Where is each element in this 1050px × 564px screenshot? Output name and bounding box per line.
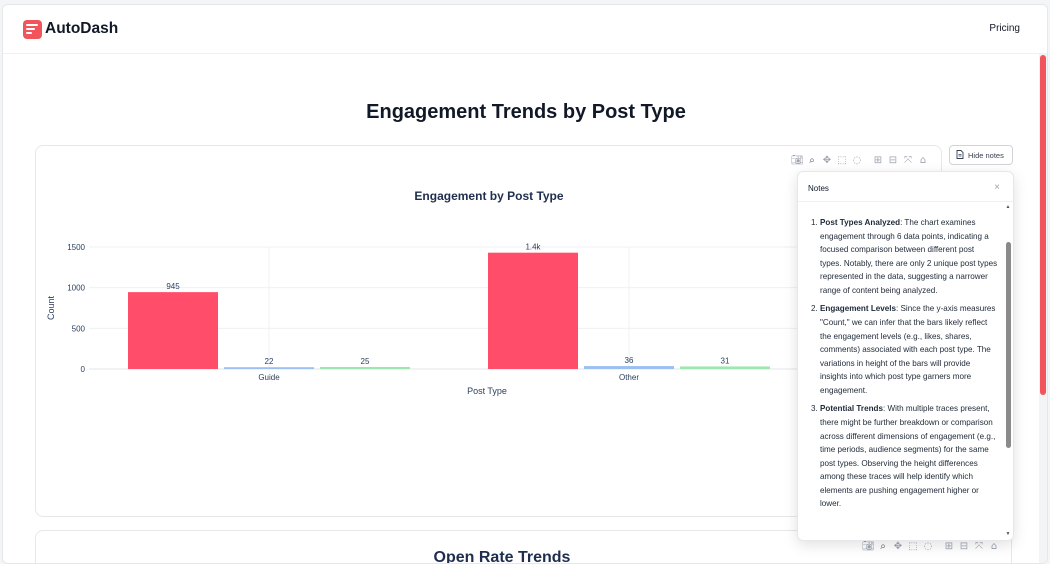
camera-icon[interactable]: 📷︎ <box>862 541 875 552</box>
page-scrollbar-thumb[interactable] <box>1040 55 1046 395</box>
document-icon <box>956 149 964 161</box>
nav-link-pricing[interactable]: Pricing <box>989 23 1020 34</box>
box-select-icon[interactable]: ⬚ <box>908 541 918 552</box>
zoom-out-icon[interactable]: ⊟ <box>888 155 898 166</box>
autoscale-icon[interactable]: ⤧ <box>975 541 983 552</box>
reset-axes-icon[interactable]: ⌂ <box>919 155 927 166</box>
bar <box>128 292 218 369</box>
bar <box>224 367 314 369</box>
note-item: Engagement Levels: Since the y-axis meas… <box>820 302 998 397</box>
hide-notes-label: Hide notes <box>968 150 1004 160</box>
y-tick-label: 1500 <box>67 243 85 252</box>
y-tick-label: 0 <box>81 365 86 374</box>
y-tick-label: 1000 <box>67 284 85 293</box>
page-title: Engagement Trends by Post Type <box>366 101 686 123</box>
notes-body: Post Types Analyzed: The chart examines … <box>808 216 998 516</box>
y-tick-label: 500 <box>72 324 86 333</box>
pan-icon[interactable]: ✥ <box>893 541 903 552</box>
notes-list: Post Types Analyzed: The chart examines … <box>808 216 998 511</box>
open-rate-card-title: Open Rate Trends <box>433 549 571 564</box>
hide-notes-button[interactable]: Hide notes <box>949 145 1013 165</box>
x-axis-label: Post Type <box>467 386 507 396</box>
zoom-out-icon[interactable]: ⊟ <box>959 541 969 552</box>
chart-bars: 945 22 25 1.4k 36 31 <box>128 243 770 369</box>
bar-value-label: 36 <box>625 356 634 365</box>
notes-header: Notes × <box>798 172 1013 202</box>
notes-scrollbar-thumb[interactable] <box>1006 242 1011 448</box>
lasso-icon[interactable]: ◌ <box>923 541 933 552</box>
note-text: : The chart examines engagement through … <box>820 218 998 295</box>
pan-icon[interactable]: ✥ <box>822 155 832 166</box>
chart-modebar: 📷︎ ⌕ ✥ ⬚ ◌ ⊞ ⊟ ⤧ ⌂ <box>791 155 929 167</box>
bar-value-label: 1.4k <box>525 243 541 252</box>
x-tick-label: Guide <box>258 373 280 382</box>
scroll-up-icon[interactable]: ▲ <box>1005 204 1011 210</box>
note-heading: Engagement Levels <box>820 304 897 314</box>
autodash-logo-icon[interactable] <box>23 20 42 39</box>
bar-value-label: 31 <box>721 356 730 365</box>
camera-icon[interactable]: 📷︎ <box>791 155 804 166</box>
close-icon[interactable]: × <box>994 182 1000 193</box>
notes-scrollbar[interactable]: ▲ ▼ <box>1005 202 1011 540</box>
x-axis-ticks: Guide Other <box>258 373 639 382</box>
scroll-down-icon[interactable]: ▼ <box>1005 531 1011 537</box>
note-text: : With multiple traces present, there mi… <box>820 404 996 509</box>
notes-panel: Notes × Post Types Analyzed: The chart e… <box>797 171 1014 541</box>
navbar: AutoDash Pricing <box>3 5 1047 54</box>
bar-value-label: 22 <box>265 357 274 366</box>
box-select-icon[interactable]: ⬚ <box>837 155 847 166</box>
app-window: AutoDash Pricing Engagement Trends by Po… <box>2 4 1048 564</box>
bar-value-label: 945 <box>166 282 180 291</box>
y-axis-ticks: 0 500 1000 1500 <box>67 243 85 374</box>
zoom-in-icon[interactable]: ⊞ <box>873 155 883 166</box>
x-tick-label: Other <box>619 373 639 382</box>
chart-title: Engagement by Post Type <box>414 189 563 203</box>
note-text: : Since the y-axis measures "Count," we … <box>820 304 996 395</box>
reset-axes-icon[interactable]: ⌂ <box>990 541 998 552</box>
note-heading: Post Types Analyzed <box>820 218 901 227</box>
bar-value-label: 25 <box>361 357 370 366</box>
zoom-icon[interactable]: ⌕ <box>809 155 815 166</box>
y-axis-label: Count <box>46 296 56 321</box>
zoom-in-icon[interactable]: ⊞ <box>944 541 954 552</box>
notes-title: Notes <box>808 184 829 193</box>
zoom-icon[interactable]: ⌕ <box>880 541 886 552</box>
bar <box>584 366 674 369</box>
bar <box>680 366 770 369</box>
note-item: Post Types Analyzed: The chart examines … <box>820 216 998 298</box>
autoscale-icon[interactable]: ⤧ <box>904 155 912 166</box>
card2-modebar: 📷︎ ⌕ ✥ ⬚ ◌ ⊞ ⊟ ⤧ ⌂ <box>862 541 1000 553</box>
bar <box>488 252 578 369</box>
note-item: Potential Trends: With multiple traces p… <box>820 402 998 511</box>
note-heading: Potential Trends <box>820 404 883 414</box>
lasso-icon[interactable]: ◌ <box>852 155 862 166</box>
brand-name[interactable]: AutoDash <box>45 20 119 37</box>
bar <box>320 366 410 369</box>
